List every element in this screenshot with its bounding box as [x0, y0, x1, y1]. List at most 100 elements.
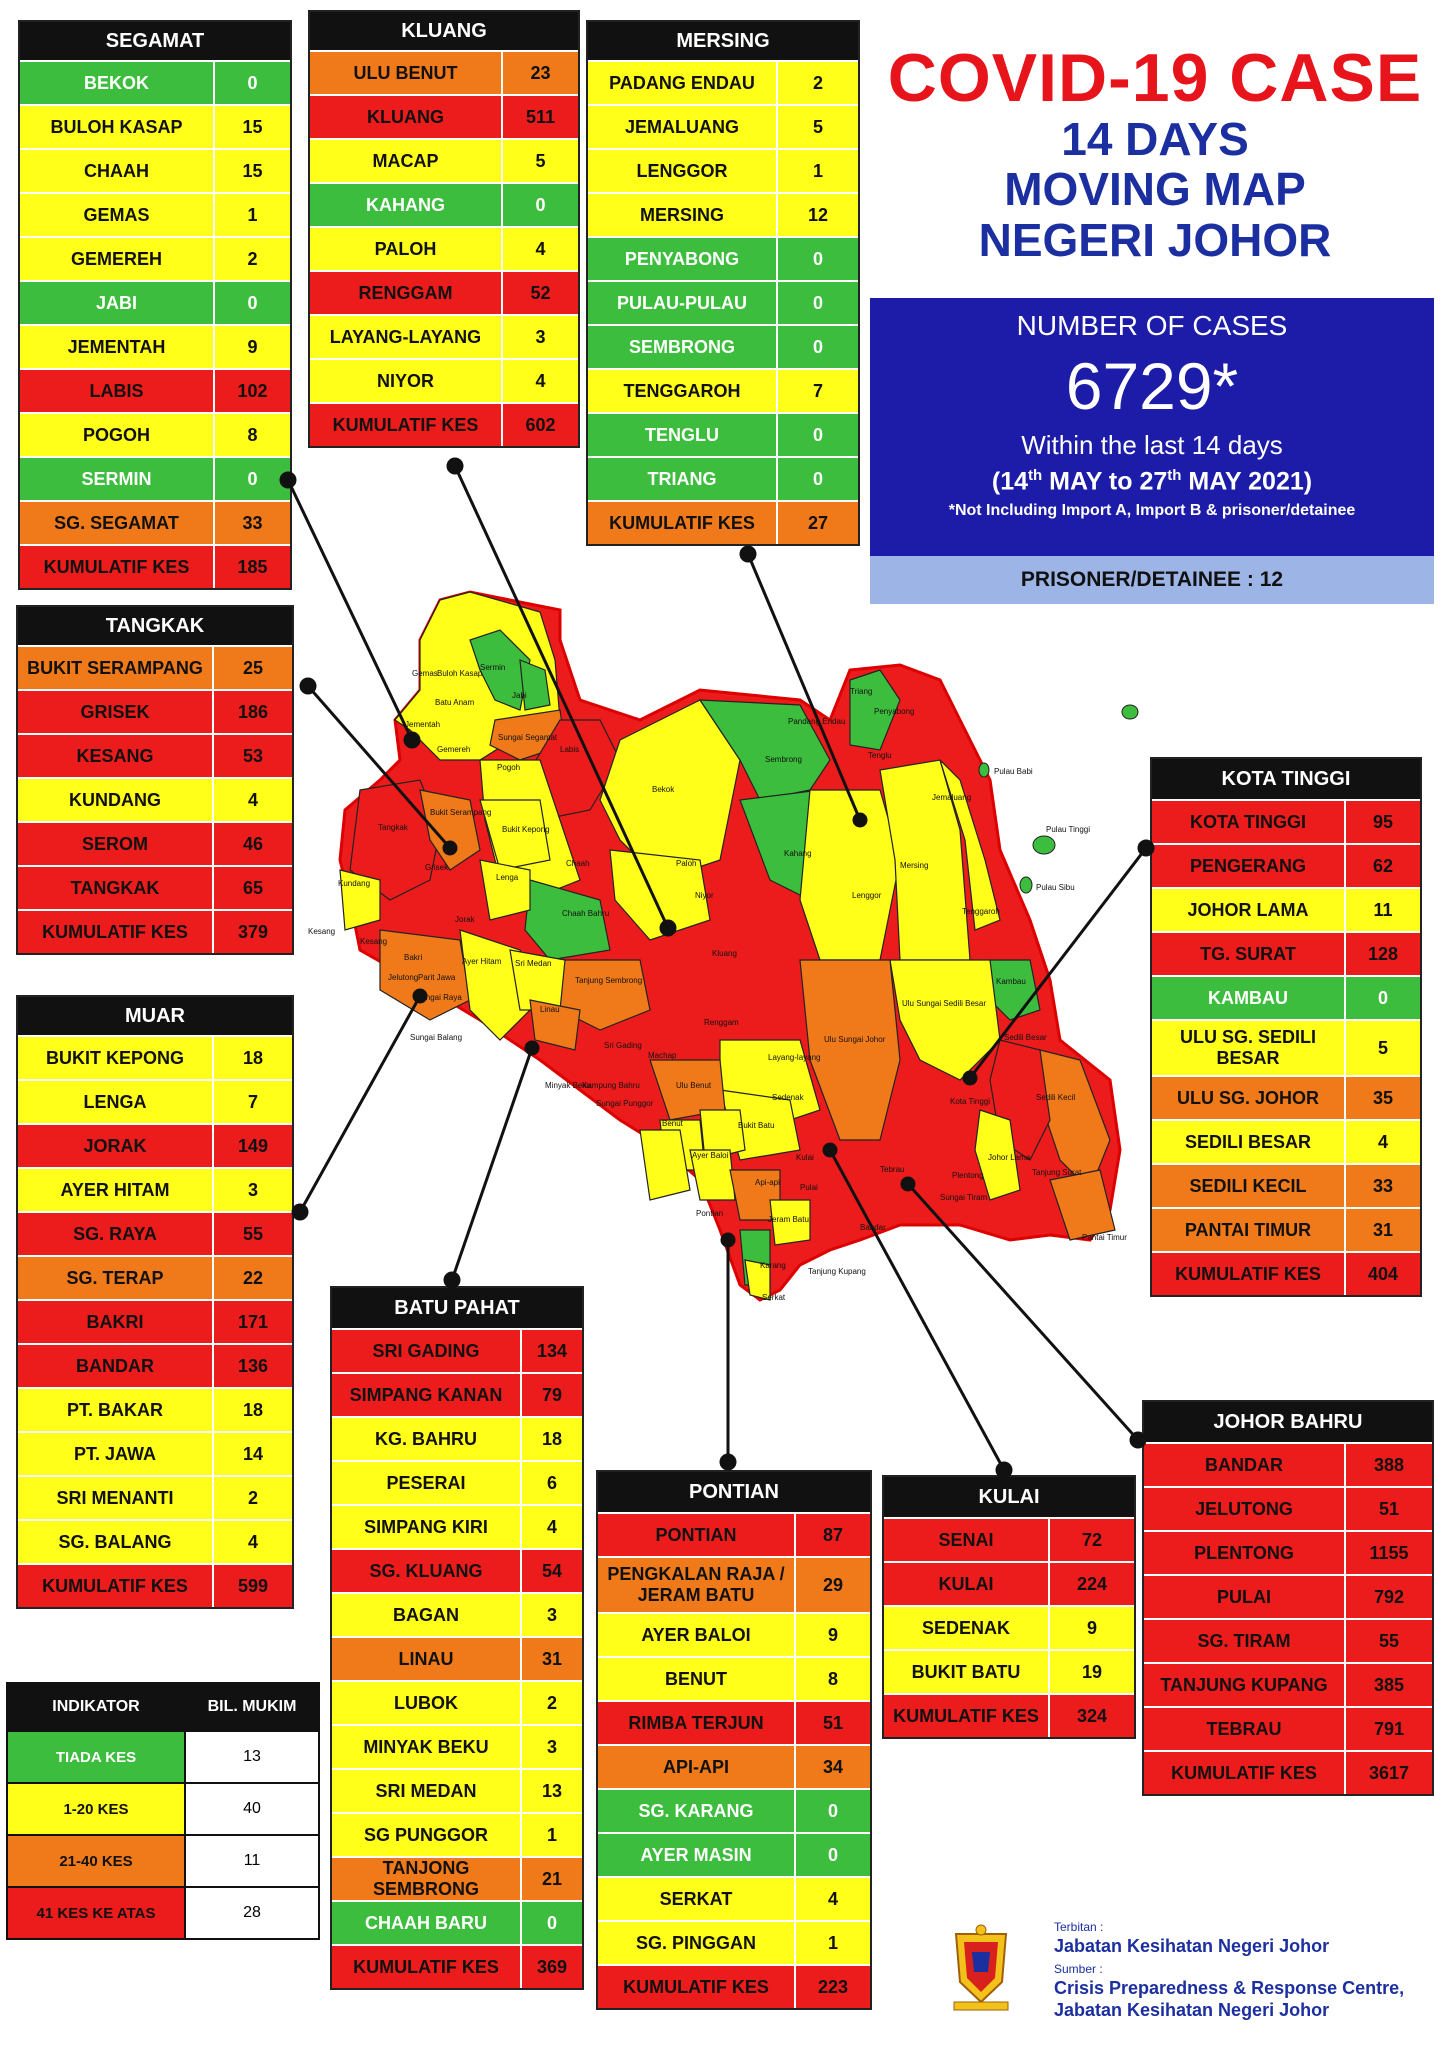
- case-count: 4: [546, 1516, 557, 1537]
- case-count: 53: [242, 745, 264, 766]
- mukim-name: AYER HITAM: [18, 1169, 214, 1211]
- map-label-pulau-tinggi: Pulau Tinggi: [1046, 825, 1090, 834]
- mukim-row: PESERAI 6: [332, 1460, 582, 1504]
- map-label-kota-tinggi: Kota Tinggi: [950, 1097, 990, 1106]
- mukim-row: ULU SG. JOHOR 35: [1152, 1075, 1420, 1119]
- map-regions: [338, 590, 1122, 1302]
- map-label-paloh: Paloh: [676, 859, 696, 868]
- mukim-row: SG. SEGAMAT 33: [20, 500, 290, 544]
- title-line2: 14 DAYS: [1061, 113, 1249, 165]
- map-label-kesang: Kesang: [308, 927, 335, 936]
- mukim-name: SIMPANG KANAN: [332, 1374, 522, 1416]
- mukim-name: TENGGAROH: [588, 370, 778, 412]
- legend-count: 28: [186, 1888, 318, 1938]
- mukim-name: KUNDANG: [18, 779, 214, 821]
- island-pulau-babi: [978, 762, 990, 778]
- case-count: 52: [530, 282, 551, 303]
- footer: Terbitan : Jabatan Kesihatan Negeri Joho…: [940, 1918, 1440, 2028]
- case-count: 0: [1377, 987, 1388, 1008]
- map-region-sg-punggor: [659, 1119, 706, 1171]
- map-label-penyabong: Penyabong: [874, 707, 914, 716]
- map-label-jelutong: Jelutong: [388, 973, 418, 982]
- map-label-kesang2: Kesang: [360, 937, 387, 946]
- mukim-row: BAGAN 3: [332, 1592, 582, 1636]
- case-count: 31: [1372, 1219, 1394, 1240]
- case-count: 0: [812, 248, 823, 269]
- case-count: 171: [237, 1311, 269, 1332]
- mukim-name: SG. RAYA: [18, 1213, 214, 1255]
- case-count: 19: [1081, 1661, 1103, 1682]
- map-label-batu-anam: Batu Anam: [435, 698, 474, 707]
- map-region-sedenak: [719, 1089, 801, 1161]
- summary-label: NUMBER OF CASES: [1016, 310, 1288, 341]
- map-label-bukit-batu: Bukit Batu: [738, 1121, 774, 1130]
- table-kota-tinggi: KOTA TINGGI KOTA TINGGI 95 PENGERANG 62 JOHOR…: [1150, 757, 1422, 1297]
- case-count: 1155: [1369, 1542, 1409, 1563]
- mukim-name: GEMEREH: [20, 238, 215, 280]
- footer-source1: Crisis Preparedness & Response Centre,: [1054, 1978, 1405, 1998]
- mukim-row: ULU BENUT 23: [310, 50, 578, 94]
- mukim-row: BUKIT KEPONG 18: [18, 1035, 292, 1079]
- case-count: 385: [1373, 1674, 1405, 1695]
- map-label-pulai: Pulai: [800, 1183, 818, 1192]
- map-region-muar-sw: [379, 929, 471, 1021]
- mukim-row: AYER MASIN 0: [598, 1832, 870, 1876]
- map-label-sg-segamat: Sungai Segamat: [498, 733, 558, 742]
- case-count: 136: [237, 1355, 269, 1376]
- legend-count: 13: [186, 1732, 318, 1782]
- footer-sumber: Sumber :: [1054, 1962, 1103, 1976]
- map-region-tangkak: [349, 779, 441, 901]
- map-region-kambau: [989, 959, 1041, 1021]
- mukim-row: SG. RAYA 55: [18, 1211, 292, 1255]
- leader-tangkak-dot: [299, 677, 317, 695]
- mukim-row: SG PUNGGOR 1: [332, 1812, 582, 1856]
- case-count: 2: [546, 1692, 557, 1713]
- mukim-row: JEMENTAH 9: [20, 324, 290, 368]
- mukim-row: TANGKAK 65: [18, 865, 292, 909]
- mukim-row: MINYAK BEKU 3: [332, 1724, 582, 1768]
- case-count: 21: [541, 1868, 563, 1889]
- legend-count: 40: [186, 1784, 318, 1834]
- map-region-pantai-timur: [1049, 1169, 1116, 1241]
- mukim-name: KULAI: [884, 1563, 1050, 1605]
- case-count: 14: [242, 1443, 264, 1464]
- mukim-name: TEBRAU: [1144, 1708, 1346, 1750]
- footer-source2: Jabatan Kesihatan Negeri Johor: [1054, 2000, 1330, 2020]
- table-kluang: KLUANG ULU BENUT 23 KLUANG 511 MACAP 5 KAHANG 0 P…: [308, 10, 580, 448]
- mukim-name: SEDILI BESAR: [1152, 1121, 1346, 1163]
- mukim-row: KOTA TINGGI 95: [1152, 799, 1420, 843]
- mukim-name: SG. BALANG: [18, 1521, 214, 1563]
- mukim-name: JABI: [20, 282, 215, 324]
- mukim-name: LUBOK: [332, 1682, 522, 1724]
- case-count: 0: [247, 72, 258, 93]
- map-region-chaah-baru: [524, 879, 611, 961]
- case-count: 0: [812, 292, 823, 313]
- mukim-row: BUKIT BATU 19: [884, 1649, 1134, 1693]
- case-count: 0: [812, 336, 823, 357]
- leader-segamat: [286, 479, 414, 741]
- case-count: 33: [242, 512, 263, 533]
- mukim-row: SG. TERAP 22: [18, 1255, 292, 1299]
- case-count: 3617: [1368, 1762, 1410, 1783]
- mukim-name: KUMULATIF KES: [884, 1695, 1050, 1737]
- cumulative-row: KUMULATIF KES 223: [598, 1964, 870, 2008]
- mukim-name: JELUTONG: [1144, 1488, 1346, 1530]
- table-header-batu-pahat: BATU PAHAT: [332, 1288, 582, 1328]
- case-count: 0: [247, 292, 258, 313]
- mukim-row: TENGGAROH 7: [588, 368, 858, 412]
- mukim-name: PADANG ENDAU: [588, 62, 778, 104]
- legend-indicator: 1-20 KES: [8, 1784, 186, 1834]
- mukim-row: SEDILI BESAR 4: [1152, 1119, 1420, 1163]
- case-count: 599: [237, 1575, 269, 1596]
- table-kulai: KULAI SENAI 72 KULAI 224 SEDENAK 9 BUKIT BATU 19…: [882, 1475, 1136, 1739]
- mukim-name: KUMULATIF KES: [598, 1966, 796, 2008]
- case-count: 224: [1076, 1573, 1108, 1594]
- map-region-ulu-sedili: [889, 959, 1001, 1081]
- mukim-name: CHAAH: [20, 150, 215, 192]
- mukim-name: AYER BALOI: [598, 1614, 796, 1656]
- mukim-row: SEMBRONG 0: [588, 324, 858, 368]
- map-label-sedili-besar: Sedili Besar: [1004, 1033, 1047, 1042]
- mukim-row: BULOH KASAP 15: [20, 104, 290, 148]
- table-header-kluang: KLUANG: [310, 12, 578, 50]
- mukim-name: RIMBA TERJUN: [598, 1702, 796, 1744]
